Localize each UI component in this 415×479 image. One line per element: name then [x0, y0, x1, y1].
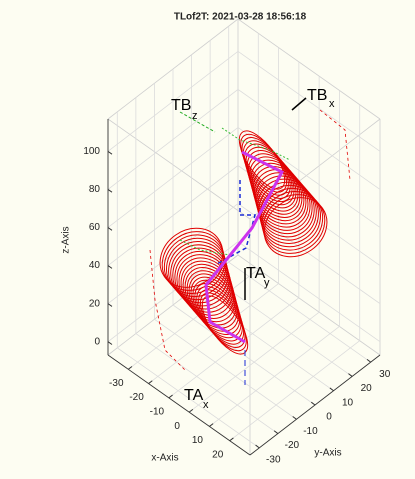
y-tick-label: -30: [266, 454, 281, 465]
x-tick: [188, 408, 194, 413]
cross-trace: [149, 249, 186, 371]
coil: [159, 227, 224, 288]
y-tick: [329, 387, 334, 392]
x-tick: [209, 423, 214, 427]
z-tick: [107, 150, 113, 155]
annotation: TB: [171, 97, 191, 114]
grid-line: [168, 61, 300, 399]
box-edge: [237, 18, 381, 120]
grid-line: [107, 126, 381, 228]
box-edge: [107, 118, 251, 220]
annotation-subscript: x: [329, 98, 335, 110]
x-tick-label: -10: [150, 406, 165, 417]
axis-arrow: [179, 111, 216, 133]
grid-line: [107, 165, 381, 266]
x-tick: [168, 394, 173, 399]
annotation-subscript: y: [264, 277, 270, 289]
z-tick: [107, 227, 113, 231]
x-tick-label: -20: [129, 392, 144, 403]
annotation-subscript: x: [203, 399, 209, 411]
z-tick-label: 80: [89, 184, 101, 195]
coil: [263, 197, 328, 258]
z-tick-label: 40: [89, 260, 101, 271]
grid-line: [107, 241, 381, 343]
x-tick-label: -30: [109, 378, 124, 389]
chart-title: TLof2T: 2021-03-28 18:56:18: [174, 12, 307, 23]
x-axis-label: x-Axis: [151, 453, 178, 464]
box-edge: [237, 254, 381, 356]
x-tick: [127, 366, 133, 370]
grid-line: [116, 111, 260, 449]
green-trace: [221, 127, 291, 161]
y-tick-label: 20: [361, 383, 373, 394]
y-tick-label: 0: [326, 412, 332, 423]
y-tick: [273, 430, 279, 434]
x-tick-label: 0: [174, 421, 180, 432]
grid-line: [228, 26, 371, 363]
y-tick-label: -20: [285, 440, 300, 451]
z-tick: [107, 189, 113, 193]
z-tick: [107, 341, 113, 345]
z-tick-label: 0: [94, 336, 100, 347]
blue-trace: [214, 180, 256, 266]
y-tick: [310, 401, 316, 406]
annotation: TA: [184, 387, 204, 404]
z-tick: [107, 303, 113, 307]
y-tick-label: 10: [342, 397, 354, 408]
x-tick: [148, 380, 153, 384]
grid-line: [107, 203, 381, 304]
x-axis-line: [107, 354, 251, 456]
y-tick-label: 30: [379, 369, 391, 380]
grid-line: [188, 76, 320, 413]
axis-arrow: [291, 97, 307, 111]
y-axis-label: y-Axis: [314, 448, 341, 459]
grid-line: [128, 33, 259, 370]
trajectory-drawing: [149, 97, 351, 385]
y-tick: [255, 444, 260, 449]
z-tick-label: 20: [89, 298, 101, 309]
annotation: TB: [307, 87, 327, 104]
y-tick: [366, 358, 372, 363]
grid-line: [135, 97, 279, 434]
grid-line: [154, 83, 297, 420]
grid-line: [209, 40, 353, 377]
annotation-subscript: z: [192, 110, 198, 122]
y-tick: [348, 373, 353, 377]
grid-line: [148, 47, 279, 384]
y-tick-label: -10: [303, 426, 318, 437]
grid-line: [172, 69, 316, 406]
grid-line: [107, 88, 381, 190]
z-tick-label: 100: [83, 146, 100, 157]
z-tick: [107, 265, 113, 269]
magenta-trace: [204, 150, 285, 344]
y-tick: [292, 416, 297, 420]
annotation: TA: [246, 265, 266, 282]
x-tick-label: 10: [192, 435, 204, 446]
grid-line: [107, 50, 381, 152]
x-tick-label: 20: [212, 449, 224, 460]
x-tick: [229, 437, 234, 442]
z-axis-label: z-Axis: [61, 226, 72, 253]
z-tick-label: 60: [89, 222, 101, 233]
cross-trace: [319, 109, 351, 181]
grid-line: [229, 104, 361, 442]
grid-line: [209, 90, 340, 427]
